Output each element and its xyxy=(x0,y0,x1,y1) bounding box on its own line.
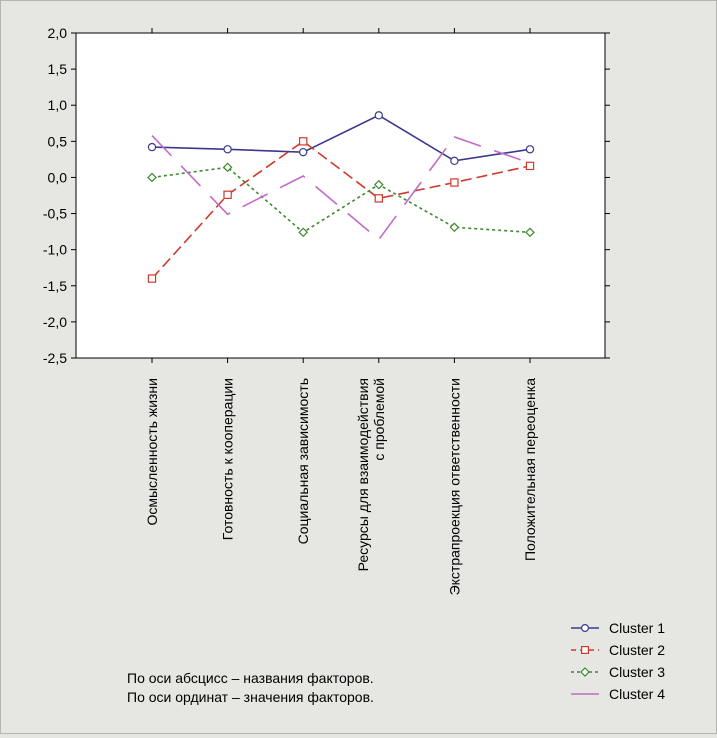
y-tick-label: -2,0 xyxy=(43,314,67,330)
data-point xyxy=(525,161,535,171)
y-tick-label: 1,5 xyxy=(48,61,68,77)
plot-area xyxy=(75,32,606,359)
data-point xyxy=(298,227,309,238)
data-point xyxy=(299,147,308,157)
x-category-label: Положительная переоценка xyxy=(522,378,538,561)
data-point xyxy=(299,137,308,146)
legend-marker xyxy=(580,645,589,654)
legend-label: Cluster 4 xyxy=(609,686,665,702)
data-point xyxy=(223,190,232,199)
y-tick-label: -1,5 xyxy=(43,278,67,294)
x-category-label: Осмысленность жизни xyxy=(144,378,160,526)
data-point xyxy=(147,274,157,283)
data-point xyxy=(147,142,157,152)
y-tick-label: 2,0 xyxy=(48,25,68,41)
y-tick-label: -2,5 xyxy=(43,350,67,366)
series-line-1 xyxy=(151,114,531,162)
x-category-label: Готовность к кооперации xyxy=(220,378,236,540)
legend-label: Cluster 2 xyxy=(609,642,665,658)
legend-label: Cluster 3 xyxy=(609,664,665,680)
y-tick-label: 0,0 xyxy=(48,169,68,185)
legend-marker xyxy=(580,623,589,632)
data-point xyxy=(449,222,460,233)
y-tick-label: -0,5 xyxy=(43,206,67,222)
data-point xyxy=(450,156,459,166)
x-category-label: Ресурсы для взаимодействия xyxy=(355,378,371,571)
data-point xyxy=(374,194,384,203)
legend-marker xyxy=(580,667,590,677)
data-point xyxy=(525,145,535,154)
y-tick-label: 1,0 xyxy=(48,97,68,113)
series-line-4 xyxy=(151,135,531,241)
data-point xyxy=(147,172,157,183)
data-point xyxy=(222,162,233,173)
series-line-2 xyxy=(151,140,531,280)
data-point xyxy=(373,179,384,190)
data-point xyxy=(525,227,535,238)
x-axis-note: По оси абсцисс – названия факторов. xyxy=(127,670,374,686)
x-category-label: Социальная зависимость xyxy=(295,378,311,544)
data-point xyxy=(374,111,383,120)
y-tick-label: -1,0 xyxy=(43,242,67,258)
y-axis-note: По оси ординат – значения факторов. xyxy=(127,689,374,705)
data-point xyxy=(223,145,232,154)
legend-label: Cluster 1 xyxy=(609,620,665,636)
y-tick-label: 0,5 xyxy=(48,133,68,149)
x-category-label: Экстрапроекция ответственности xyxy=(446,378,462,595)
data-point xyxy=(450,178,459,187)
x-category-label: с проблемой xyxy=(371,378,387,461)
